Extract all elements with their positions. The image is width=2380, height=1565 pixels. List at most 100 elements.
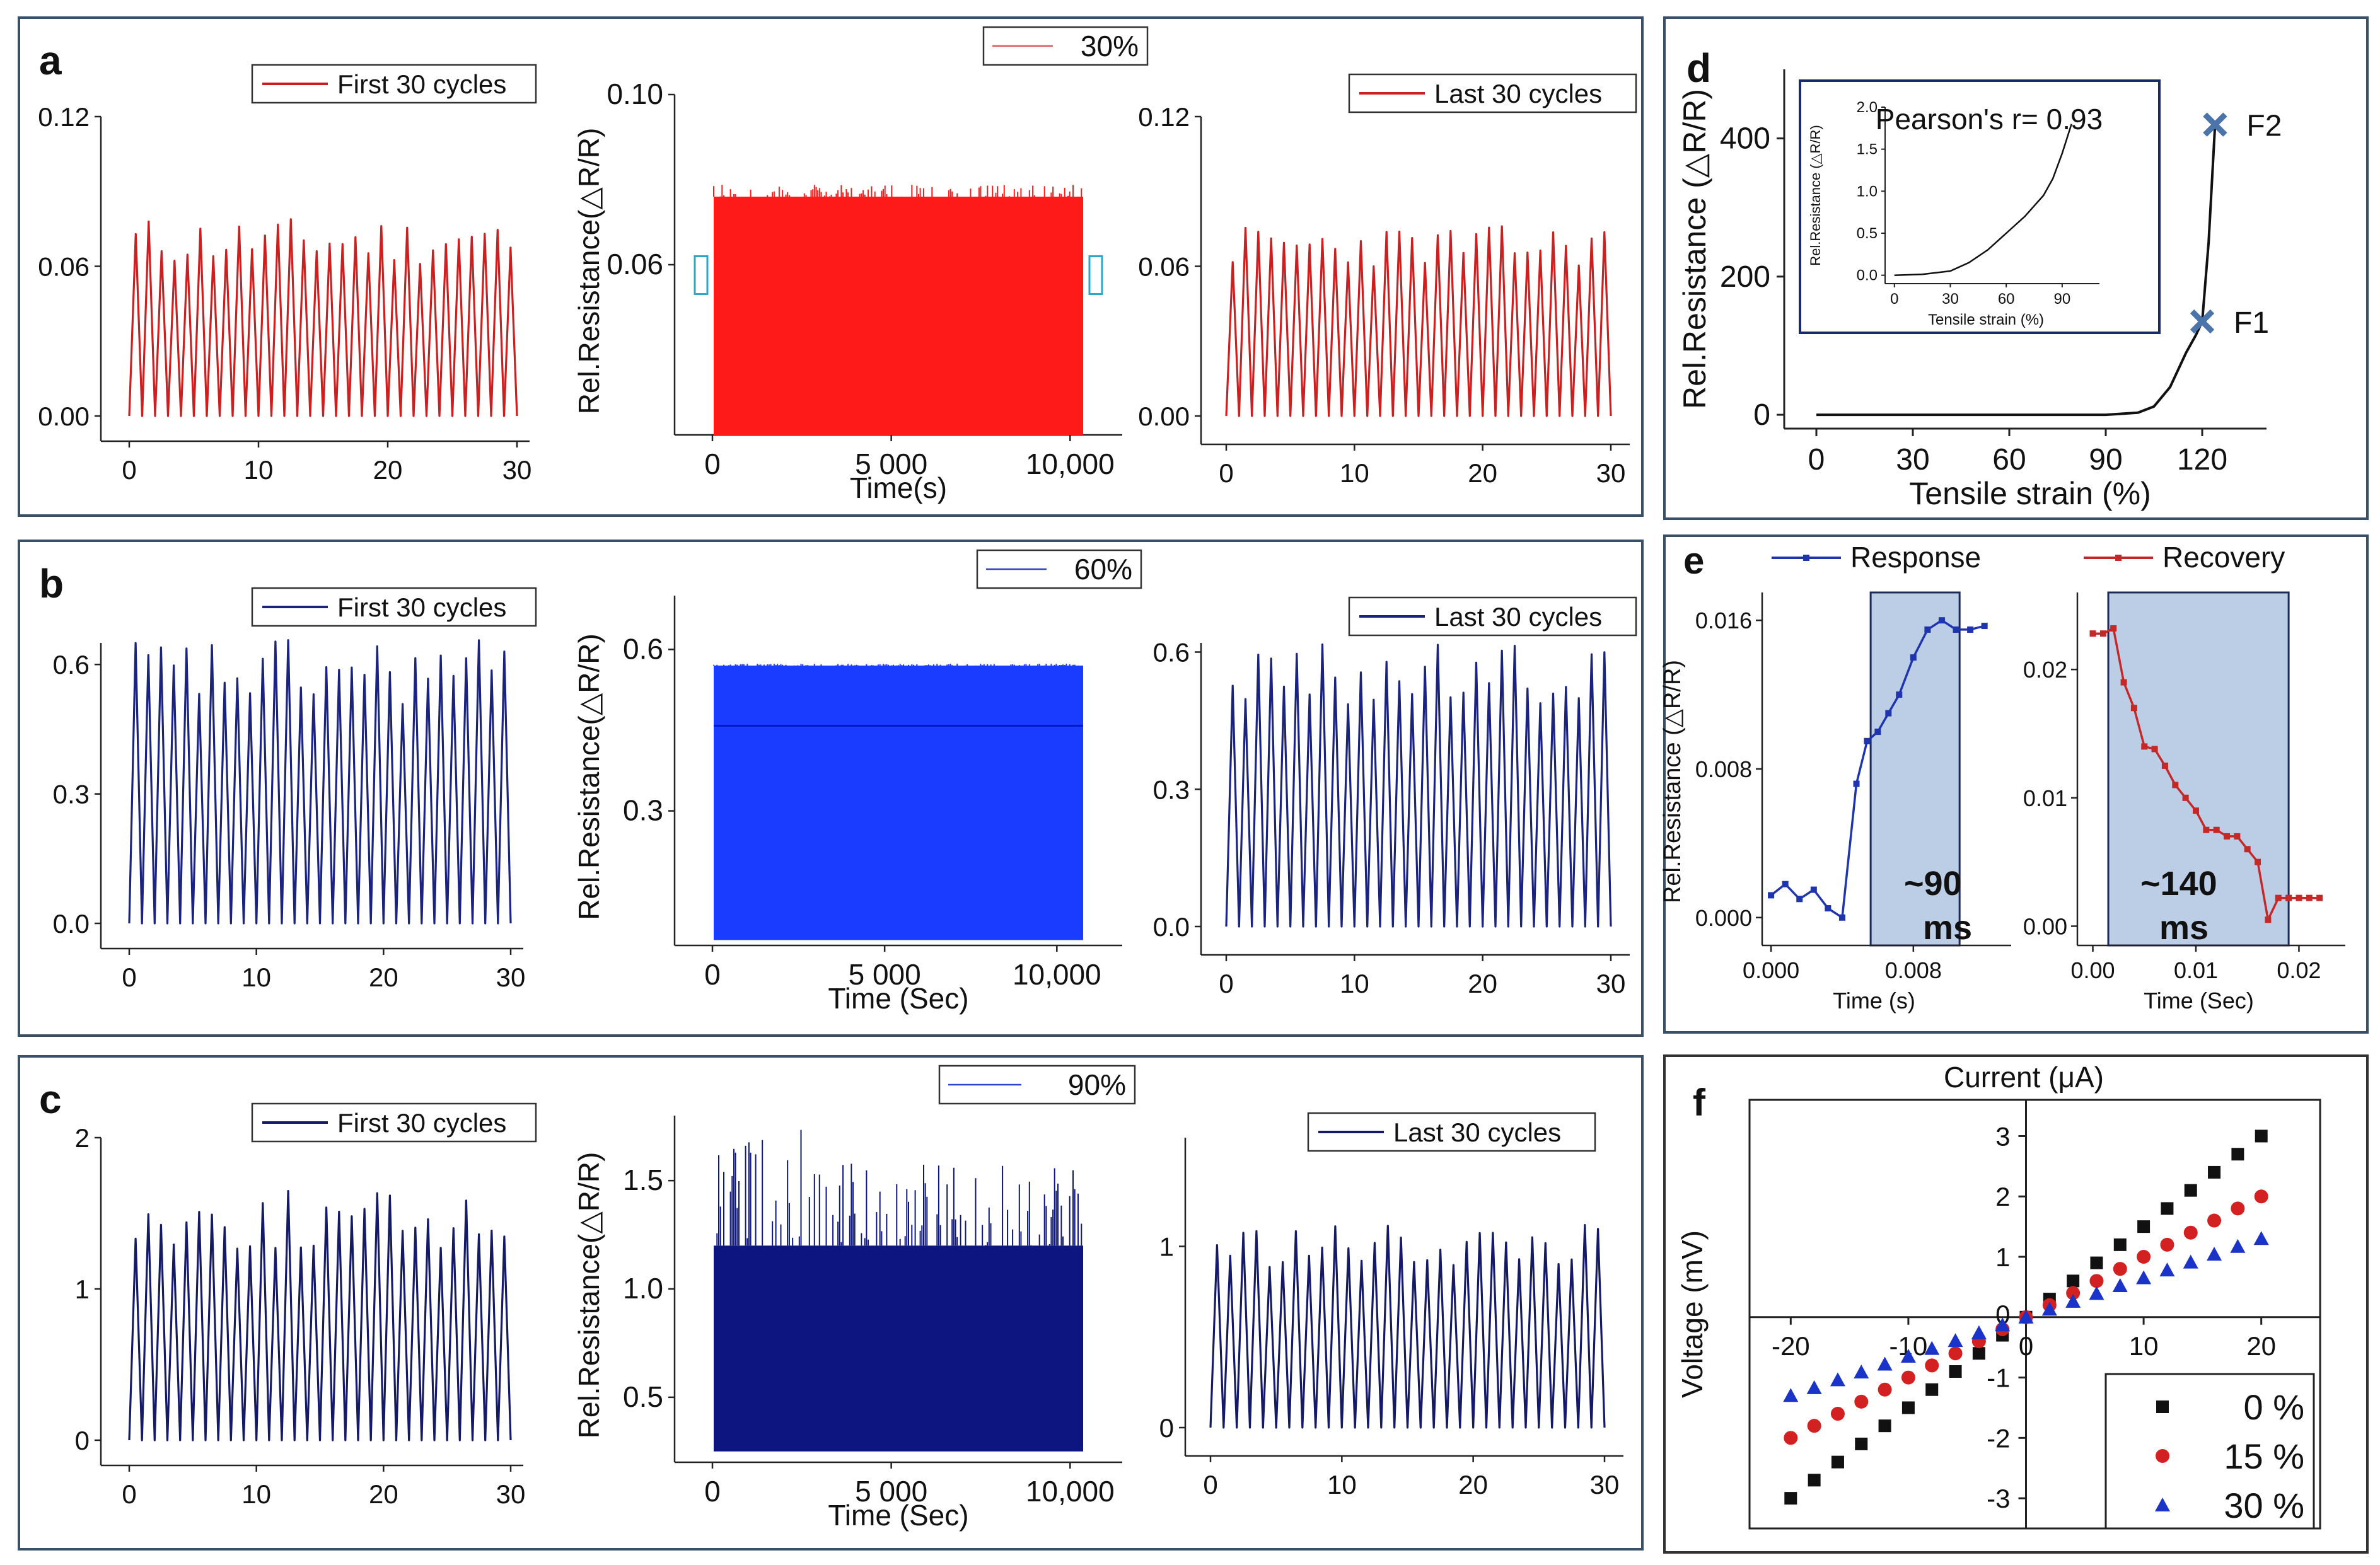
panel-c-strain-label: 90% (1068, 1068, 1126, 1101)
panel-c-mid-x-tick-label: 10,000 (1026, 1475, 1115, 1508)
panel-f-point-0pct (1878, 1419, 1891, 1433)
panel-f-point-15pct (1878, 1382, 1892, 1397)
panel-f-point-15pct (1901, 1370, 1915, 1385)
panel-e-response-point (1838, 914, 1845, 921)
panel-c-first-x-tick-label: 0 (122, 1479, 136, 1509)
panel-f-point-15pct (1925, 1358, 1939, 1373)
panel-a-frame (18, 16, 1644, 517)
panel-f-y-tick-label: -2 (1987, 1423, 2010, 1453)
panel-e-response-point (1874, 729, 1881, 736)
panel-e-response-y-tick-label: 0.000 (1695, 905, 1752, 931)
panel-f-x-tick-label: -20 (1772, 1331, 1810, 1361)
panel-a-mid-bracket-left (694, 255, 709, 295)
panel-f-point-15pct (2113, 1262, 2127, 1276)
panel-c-mid-x-tick-label: 0 (704, 1475, 721, 1508)
panel-a-mid-xlabel: Time(s) (850, 471, 947, 504)
panel-b-first-y-tick-label: 0.0 (53, 909, 90, 938)
panel-b-first-x-tick-label: 0 (122, 962, 136, 992)
panel-d-series (1816, 124, 2217, 417)
panel-f-point-30pct (2136, 1270, 2152, 1285)
panel-e-response-y-tick-label: 0.008 (1695, 756, 1752, 782)
panel-f-frame (1663, 1054, 2369, 1554)
panel-f-legend-marker (2156, 1400, 2169, 1413)
panel-f-y-tick-label: 0 (1995, 1300, 2010, 1329)
panel-f-y-tick-label: 3 (1995, 1121, 2010, 1151)
panel-f-point-15pct (1830, 1407, 1845, 1421)
panel-f-point-15pct (2137, 1250, 2151, 1264)
panel-a-first-x-tick-label: 30 (502, 455, 532, 485)
panel-a-last-x-tick-label: 20 (1468, 458, 1497, 488)
panel-c-last-y-tick-label: 1 (1159, 1232, 1174, 1262)
panel-e-recovery-xlabel: Time (Sec) (2144, 988, 2254, 1013)
panel-d-x-tick-label: 90 (2089, 443, 2122, 476)
panel-a-first-x-tick-label: 20 (373, 455, 403, 485)
panel-e-recovery-point (2172, 782, 2179, 788)
panel-f-point-0pct (2231, 1148, 2244, 1161)
panel-e-recovery-point (2316, 894, 2323, 901)
panel-d-frame (1663, 16, 2369, 520)
panel-c-mid-series-band (714, 1245, 1083, 1452)
panel-c-first-x-tick-label: 20 (369, 1479, 398, 1509)
panel-e-response-y-tick-label: 0.016 (1695, 608, 1752, 633)
panel-d-inset-x-tick-label: 30 (1942, 291, 1959, 308)
panel-a-letter: a (39, 38, 62, 83)
panel-f-letter: f (1693, 1082, 1706, 1124)
panel-e-recovery-point (2244, 846, 2251, 853)
panel-e-response-point (1967, 626, 1974, 633)
panel-b-mid-series-spikes (713, 664, 1076, 666)
panel-c-last-x-tick-label: 20 (1458, 1470, 1488, 1499)
panel-f-legend-marker (2155, 1498, 2170, 1511)
panel-b-last-y-tick-label: 0.6 (1153, 638, 1190, 667)
panel-f-y-tick-label: -3 (1987, 1484, 2010, 1513)
panel-f-point-30pct (1854, 1364, 1869, 1378)
panel-e-response-point (1896, 691, 1903, 698)
panel-a-last-x-tick-label: 30 (1596, 458, 1626, 488)
panel-e-response-annotation-value: ~90 (1904, 865, 1962, 903)
panel-f-point-15pct (1807, 1419, 1821, 1433)
panel-e-response-point (1825, 905, 1831, 912)
panel-b-mid-ylabel: Rel.Resistance(△R/R) (572, 633, 605, 920)
panel-a-first-x-tick-label: 10 (244, 455, 274, 485)
panel-f-ylabel: Voltage (mV) (1676, 1230, 1709, 1398)
panel-e-recovery-point (2099, 630, 2106, 637)
panel-b-mid-series-band (714, 666, 1083, 940)
panel-f-point-15pct (1784, 1431, 1798, 1445)
panel-e-recovery-point (2213, 826, 2220, 833)
panel-b-last-x-tick-label: 10 (1340, 969, 1369, 998)
panel-d-inset-x-tick-label: 90 (2054, 291, 2071, 308)
panel-a-mid-y-tick-label: 0.06 (607, 248, 663, 280)
panel-d-inset-x-tick-label: 60 (1998, 291, 2015, 308)
panel-e-response-legend-label: Response (1850, 541, 1981, 574)
panel-f-point-15pct (2160, 1237, 2174, 1252)
panel-c-last-x-tick-label: 0 (1203, 1470, 1217, 1499)
panel-e-recovery-legend-label: Recovery (2162, 541, 2285, 574)
panel-b-mid-sublevel (714, 724, 1083, 727)
panel-a-first-x-tick-label: 0 (122, 455, 136, 485)
panel-c-mid-y-tick-label: 1.0 (623, 1272, 663, 1305)
panel-a-mid-series-spikes (713, 185, 1083, 197)
panel-f-point-0pct (2255, 1129, 2268, 1143)
panel-c-mid-y-tick-label: 0.5 (623, 1380, 663, 1413)
panel-d-xlabel: Tensile strain (%) (1909, 476, 2151, 511)
panel-d-inset-y-tick-label: 2.0 (1857, 99, 1878, 116)
panel-d-inset-y-tick-label: 0.0 (1857, 267, 1878, 284)
panel-d-y-tick-label: 0 (1753, 398, 1770, 432)
panel-f-point-15pct (2254, 1189, 2268, 1204)
panel-e-recovery-point (2089, 630, 2096, 637)
panel-f-point-30pct (1783, 1388, 1799, 1402)
panel-b-letter: b (39, 561, 64, 606)
panel-a-mid-x-tick-label: 5 000 (855, 448, 927, 480)
panel-e-response-point (1853, 780, 1860, 787)
panel-d-marker-label: F1 (2234, 306, 2269, 340)
panel-b-last-x-tick-label: 20 (1468, 969, 1497, 998)
panel-a-last-x-tick-label: 10 (1340, 458, 1369, 488)
panel-c-first-x-tick-label: 30 (496, 1479, 526, 1509)
panel-a-last-y-tick-label: 0.06 (1138, 252, 1190, 282)
panel-b-mid-y-tick-label: 0.6 (623, 632, 663, 665)
panel-e-response-point (1810, 886, 1817, 893)
panel-b-last-x-tick-label: 0 (1219, 969, 1233, 998)
panel-f-point-30pct (2065, 1293, 2081, 1308)
panel-d-y-tick-label: 200 (1720, 260, 1770, 294)
panel-f-y-tick-label: 2 (1995, 1182, 2010, 1211)
panel-b-mid-x-tick-label: 10,000 (1013, 958, 1101, 991)
